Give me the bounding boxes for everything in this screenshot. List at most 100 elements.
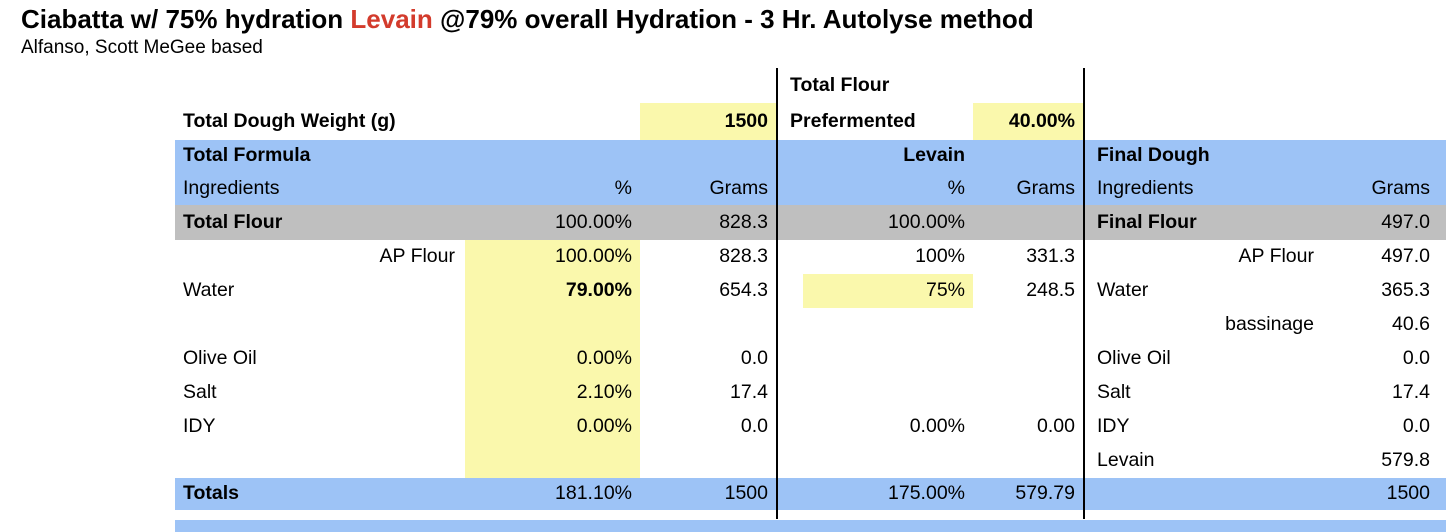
ingredient-row: Salt 2.10% 17.4 Salt 17.4	[175, 376, 1446, 410]
col-header-fd-grams: Grams	[1371, 176, 1431, 199]
tf-percent-cell[interactable]	[465, 444, 640, 478]
spacer-cell	[1320, 140, 1446, 172]
ingredient-row: IDY 0.00% 0.0 0.00% 0.00 IDY 0.0	[175, 410, 1446, 444]
fd-grams-cell: 17.4	[1392, 381, 1430, 404]
fd-grams-cell: 0.0	[1402, 415, 1430, 438]
spacer-cell	[1320, 103, 1446, 140]
title-levain-highlight: Levain	[350, 4, 433, 34]
tf-ingredient-cell: IDY	[183, 415, 216, 438]
levain-percent-cell: 0.00%	[909, 415, 965, 438]
totals-fd-grams: 1500	[1386, 482, 1430, 505]
tf-grams-cell: 654.3	[719, 279, 768, 302]
tf-ingredient-cell	[175, 444, 465, 478]
totals-label: Totals	[183, 482, 239, 505]
levain-grams-cell	[973, 308, 1085, 342]
total-flour-grams: 828.3	[719, 210, 768, 233]
spacer-cell	[175, 68, 465, 103]
tf-percent-cell[interactable]: 100.00%	[465, 240, 640, 274]
final-flour-grams: 497.0	[1381, 210, 1430, 233]
fd-ingredient-cell: Levain	[1097, 449, 1155, 472]
ingredient-row: AP Flour 100.00% 828.3 100% 331.3 AP Flo…	[175, 240, 1446, 274]
col-header-ingredients: Ingredients	[183, 176, 280, 199]
dough-weight-label: Total Dough Weight (g)	[183, 109, 396, 132]
fd-grams-cell: 497.0	[1381, 245, 1430, 268]
totals-row: Totals 181.10% 1500 175.00% 579.79 1500	[175, 478, 1446, 510]
tf-percent-cell[interactable]: 2.10%	[465, 376, 640, 410]
levain-grams-cell	[973, 444, 1085, 478]
tf-grams-cell	[640, 308, 778, 342]
tf-percent-cell[interactable]	[465, 308, 640, 342]
tf-percent-cell[interactable]: 0.00%	[465, 342, 640, 376]
title-part2: @79% overall Hydration - 3 Hr. Autolyse …	[432, 4, 1034, 34]
tf-grams-cell	[640, 444, 778, 478]
totals-levain-pct: 175.00%	[888, 482, 965, 505]
prefermented-input[interactable]: 40.00%	[973, 103, 1085, 140]
tf-grams-cell: 17.4	[730, 381, 768, 404]
col-header-percent: %	[614, 176, 632, 199]
totals-tf-pct: 181.10%	[555, 482, 632, 505]
tf-percent-cell[interactable]: 0.00%	[465, 410, 640, 444]
spacer-cell	[640, 140, 778, 172]
col-header-levain-percent: %	[947, 176, 965, 199]
ingredient-row: Water 79.00% 654.3 75% 248.5 Water 365.3	[175, 274, 1446, 308]
spacer-cell	[1085, 103, 1320, 140]
bottom-gap	[175, 510, 1446, 520]
fd-ingredient-cell: AP Flour	[1238, 245, 1314, 268]
column-header-row: Ingredients % Grams % Grams Ingredients …	[175, 172, 1446, 205]
tf-grams-cell: 0.0	[740, 347, 768, 370]
spacer-cell	[465, 68, 640, 103]
ingredient-row: Levain 579.8	[175, 444, 1446, 478]
levain-percent-cell[interactable]: 75%	[778, 274, 973, 308]
spacer-cell	[973, 140, 1085, 172]
totals-levain-grams: 579.79	[1015, 482, 1075, 505]
ingredient-rows: AP Flour 100.00% 828.3 100% 331.3 AP Flo…	[175, 240, 1446, 478]
formula-table: Total Flour Total Dough Weight (g) 1500 …	[175, 68, 1446, 532]
spacer-cell	[1085, 68, 1320, 103]
total-flour-pct: 100.00%	[555, 210, 632, 233]
fd-grams-cell: 0.0	[1402, 347, 1430, 370]
dough-weight-input[interactable]: 1500	[640, 103, 778, 140]
levain-percent-cell	[778, 444, 973, 478]
levain-percent-cell: 100%	[915, 245, 965, 268]
spacer-cell	[973, 68, 1085, 103]
levain-percent-cell	[778, 376, 973, 410]
total-flour-band: Total Flour 100.00% 828.3 100.00% Final …	[175, 205, 1446, 240]
fd-grams-cell: 365.3	[1381, 279, 1430, 302]
section-levain: Levain	[903, 144, 965, 167]
section-title-row: Total Formula Levain Final Dough	[175, 140, 1446, 172]
ingredient-row: Olive Oil 0.00% 0.0 Olive Oil 0.0	[175, 342, 1446, 376]
tf-ingredient-cell: AP Flour	[379, 245, 455, 268]
total-flour-label: Total Flour	[183, 210, 283, 233]
col-header-fd-ingredients: Ingredients	[1097, 176, 1194, 199]
levain-flour-grams	[973, 205, 1085, 240]
levain-grams-cell: 248.5	[1026, 279, 1075, 302]
totals-tf-grams: 1500	[724, 482, 768, 505]
tf-ingredient-cell: Olive Oil	[183, 347, 257, 370]
tf-ingredient-cell: Water	[183, 279, 235, 302]
levain-grams-cell	[973, 342, 1085, 376]
section-divider-line	[776, 68, 778, 519]
spacer-cell	[1085, 478, 1320, 510]
final-flour-label: Final Flour	[1097, 210, 1197, 233]
prefermented-label-line1: Total Flour	[790, 73, 890, 96]
levain-percent-cell	[778, 342, 973, 376]
tf-ingredient-cell: Salt	[183, 381, 217, 404]
fd-ingredient-cell: IDY	[1097, 415, 1130, 438]
section-divider-line	[1083, 68, 1085, 519]
fd-grams-cell: 40.6	[1392, 313, 1430, 336]
levain-grams-cell: 0.00	[1037, 415, 1075, 438]
page-subtitle: Alfanso, Scott MeGee based	[21, 37, 263, 58]
spacer-cell	[1320, 68, 1446, 103]
spacer-cell	[465, 140, 640, 172]
fd-ingredient-cell: Olive Oil	[1097, 347, 1171, 370]
levain-grams-cell	[973, 376, 1085, 410]
col-header-levain-grams: Grams	[1016, 176, 1076, 199]
levain-flour-pct: 100.00%	[888, 210, 965, 233]
tf-percent-cell[interactable]: 79.00%	[465, 274, 640, 308]
tf-grams-cell: 0.0	[740, 415, 768, 438]
fd-grams-cell: 579.8	[1381, 449, 1430, 472]
spacer-cell	[465, 103, 640, 140]
levain-percent-cell	[778, 308, 973, 342]
tf-ingredient-cell	[175, 308, 465, 342]
